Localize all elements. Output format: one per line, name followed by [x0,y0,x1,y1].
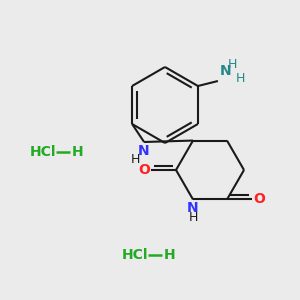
Text: N: N [220,64,232,78]
Text: HCl: HCl [30,145,56,159]
Text: H: H [72,145,84,159]
Text: H: H [164,248,176,262]
Text: HCl: HCl [122,248,148,262]
Text: O: O [253,192,265,206]
Text: H: H [236,71,245,85]
Text: N: N [187,201,199,215]
Text: N: N [137,144,149,158]
Text: H: H [188,212,198,224]
Text: O: O [138,163,150,177]
Text: H: H [228,58,237,71]
Text: H: H [130,153,140,166]
